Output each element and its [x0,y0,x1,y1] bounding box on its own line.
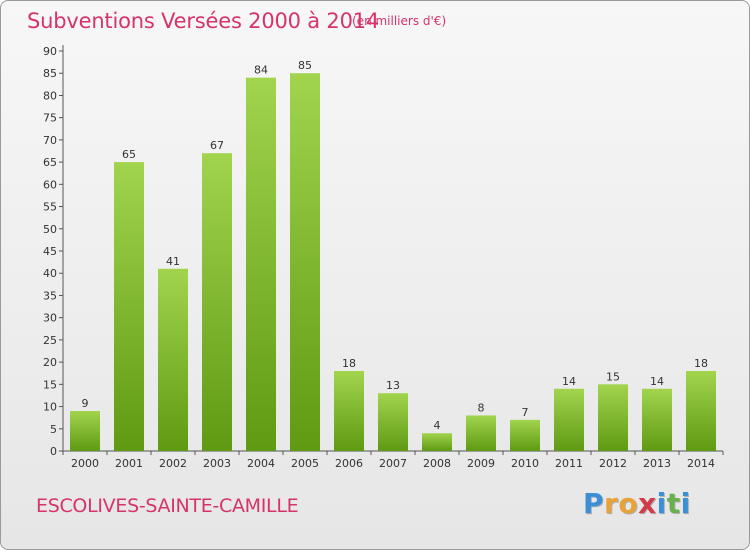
bar [378,393,408,451]
bar [246,77,276,452]
bar [158,268,188,451]
data-label: 85 [298,59,312,72]
x-tick-label: 2014 [687,457,715,470]
x-tick-label: 2000 [71,457,99,470]
data-label: 18 [694,357,708,370]
bar [114,162,144,451]
data-label: 14 [650,375,664,388]
y-tick-label: 40 [43,267,57,280]
commune-name: ESCOLIVES-SAINTE-CAMILLE [36,495,299,517]
data-label: 14 [562,375,576,388]
x-tick-label: 2007 [379,457,407,470]
data-label: 15 [606,370,620,383]
x-tick-label: 2003 [203,457,231,470]
logo-letter: t [666,487,681,520]
y-tick-label: 60 [43,178,57,191]
y-tick-label: 45 [43,245,57,258]
y-tick-label: 25 [43,334,57,347]
y-tick-label: 35 [43,289,57,302]
y-tick-label: 5 [50,423,57,436]
chart-labels: 2000920016520024120036720048420058520061… [71,59,715,470]
bar [686,371,716,451]
x-tick-label: 2002 [159,457,187,470]
bar [70,411,100,451]
x-tick-label: 2004 [247,457,275,470]
data-label: 4 [434,419,441,432]
bar [290,73,320,451]
data-label: 67 [210,139,224,152]
x-tick-label: 2013 [643,457,671,470]
chart-axes: 0 5 10 15 20 25 30 35 40 45 50 55 60 65 70 75 80 85 90 [43,45,724,458]
logo-letter: i [656,487,667,520]
y-tick-label: 55 [43,201,57,214]
y-tick-label: 75 [43,112,57,125]
bar [422,433,452,451]
data-label: 7 [522,406,529,419]
data-label: 84 [254,64,268,77]
x-tick-label: 2006 [335,457,363,470]
y-tick-label: 10 [43,401,57,414]
data-label: 13 [386,379,400,392]
y-tick-label: 65 [43,156,57,169]
chart-title: Subventions Versées 2000 à 2014 [27,9,380,33]
data-label: 9 [82,397,89,410]
x-tick-label: 2009 [467,457,495,470]
x-tick-label: 2008 [423,457,451,470]
y-tick-label: 90 [43,45,57,58]
logo-letter: x [638,487,657,520]
proxiti-logo: Proxiti [583,487,691,520]
logo-letter: o [618,487,639,520]
x-tick-label: 2012 [599,457,627,470]
y-tick-label: 80 [43,89,57,102]
x-tick-label: 2011 [555,457,583,470]
data-label: 8 [478,401,485,414]
y-tick-label: 70 [43,134,57,147]
x-tick-label: 2001 [115,457,143,470]
bar [598,384,628,451]
logo-letter: r [604,487,619,520]
chart-unit: (en milliers d'€) [352,14,447,28]
data-label: 65 [122,148,136,161]
y-tick-label: 85 [43,67,57,80]
data-label: 41 [166,255,180,268]
y-tick-label: 20 [43,356,57,369]
x-tick-label: 2010 [511,457,539,470]
bar [554,388,584,451]
y-tick-label: 0 [50,445,57,458]
bar [510,419,540,451]
bar [202,153,232,451]
bar [334,371,364,451]
x-tick-label: 2005 [291,457,319,470]
y-tick-label: 30 [43,312,57,325]
logo-letter: i [680,487,691,520]
chart-bars [70,73,716,452]
bar [642,388,672,451]
data-label: 18 [342,357,356,370]
bar [466,415,496,451]
y-tick-label: 50 [43,223,57,236]
logo-letter: P [583,487,605,520]
y-tick-label: 15 [43,378,57,391]
